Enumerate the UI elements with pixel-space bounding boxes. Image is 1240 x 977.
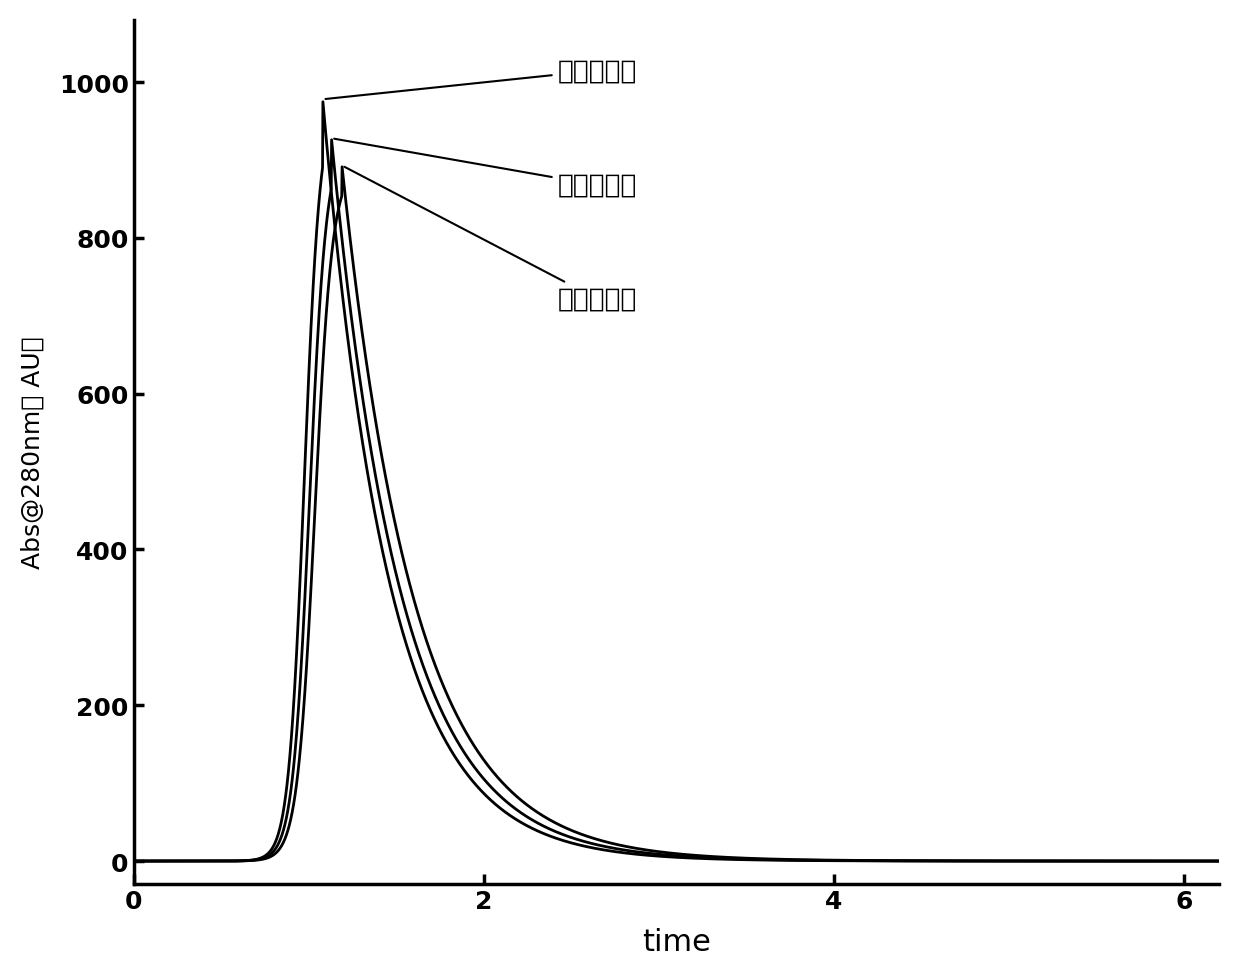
X-axis label: time: time	[642, 927, 711, 956]
Text: 第一次进样: 第一次进样	[334, 140, 636, 198]
Text: 第二次进样: 第二次进样	[325, 59, 636, 100]
Text: 第三次进样: 第三次进样	[345, 168, 636, 313]
Y-axis label: Abs@280nm（ AU）: Abs@280nm（ AU）	[21, 336, 45, 569]
